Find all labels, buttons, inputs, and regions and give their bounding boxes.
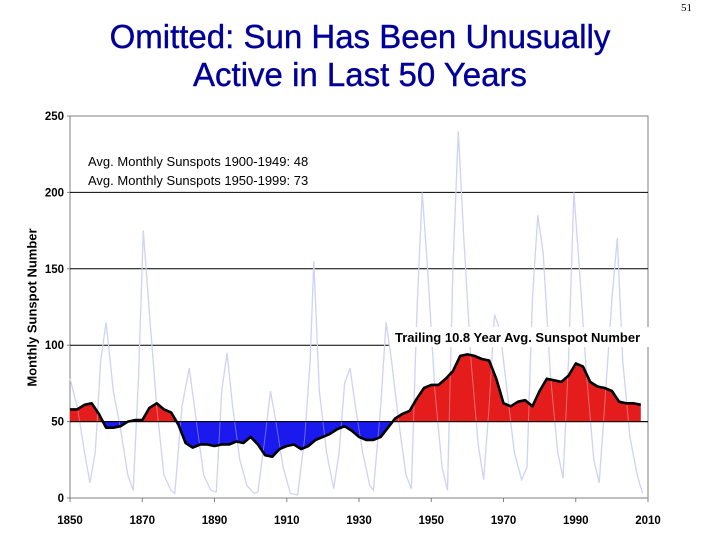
- x-tick-1870: 1870: [129, 515, 155, 527]
- y-tick-150: 150: [45, 264, 64, 276]
- area-below-baseline-1: [102, 421, 128, 428]
- trailing-average-series: [70, 353, 642, 459]
- y-tick-labels: 0 50 100 150 200 250: [45, 111, 70, 505]
- y-tick-100: 100: [45, 340, 64, 352]
- trailing-average-fill: [69, 131, 644, 496]
- y-tick-0: 0: [58, 493, 64, 505]
- title-line-1: Omitted: Sun Has Been Unusually: [109, 18, 611, 55]
- y-tick-50: 50: [51, 417, 64, 429]
- trailing-average-line: [70, 353, 642, 459]
- slide-number: 51: [681, 2, 692, 14]
- x-tick-1970: 1970: [491, 515, 517, 527]
- x-tick-1890: 1890: [202, 515, 228, 527]
- area-above-baseline-2: [127, 403, 177, 422]
- x-tick-2010: 2010: [635, 515, 661, 527]
- title-line-2: Active in Last 50 Years: [193, 56, 527, 93]
- x-tick-1910: 1910: [274, 515, 300, 527]
- x-tick-1850: 1850: [57, 515, 83, 527]
- x-tick-1930: 1930: [346, 515, 372, 527]
- slide-title: Omitted: Sun Has Been Unusually Active i…: [0, 18, 720, 94]
- y-tick-250: 250: [45, 111, 64, 123]
- trailing-label-background: [390, 327, 700, 347]
- annotation-avg-1950-1999: Avg. Monthly Sunspots 1950-1999: 73: [88, 173, 308, 188]
- area-above-baseline-4: [392, 354, 641, 422]
- x-tick-labels: 1850 1870 1890 1910 1930 1950 1970 1990 2010: [57, 498, 661, 527]
- annotation-trailing-average: Trailing 10.8 Year Avg. Sunspot Number: [395, 330, 640, 345]
- x-tick-1950: 1950: [418, 515, 444, 527]
- x-tick-1990: 1990: [563, 515, 589, 527]
- annotation-avg-1900-1949: Avg. Monthly Sunspots 1900-1949: 48: [88, 154, 308, 169]
- monthly-sunspot-overlay: [69, 131, 644, 496]
- area-below-baseline-3: [176, 421, 393, 457]
- y-tick-200: 200: [45, 187, 64, 199]
